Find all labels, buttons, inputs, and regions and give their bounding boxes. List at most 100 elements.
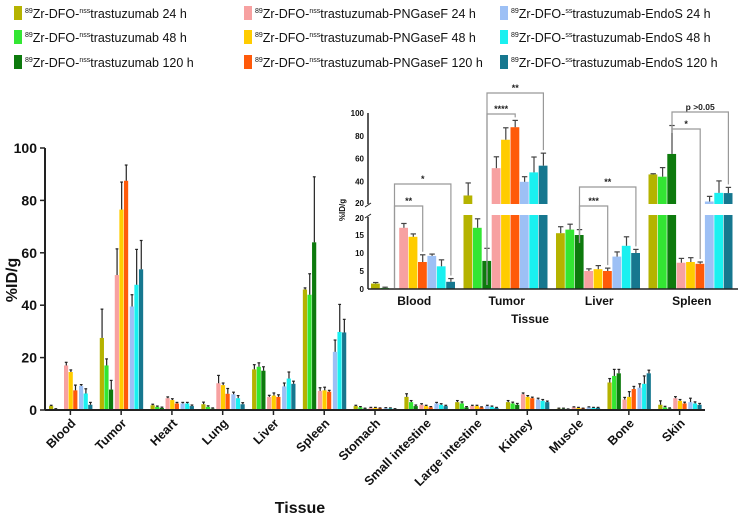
significance-label: ** (405, 196, 413, 206)
bar-upper (538, 165, 548, 204)
x-tick-label: Skin (659, 416, 688, 445)
inset-y-tick-label: 0 (360, 285, 365, 294)
legend-label: 89Zr-DFO-sstrastuzumab-EndoS 120 h (511, 56, 718, 70)
x-tick-label: Lung (199, 416, 230, 447)
bar (434, 403, 439, 410)
legend-superscript: nss (309, 57, 320, 64)
bar (682, 403, 687, 410)
legend-label: 89Zr-DFO-nsstrastuzumab 120 h (25, 56, 194, 70)
bar (201, 404, 206, 410)
y-tick-label: 20 (21, 350, 37, 366)
significance-label: * (684, 119, 688, 129)
bar (622, 399, 627, 410)
inset-y-tick-label: 5 (360, 267, 365, 276)
legend-swatch (14, 6, 22, 20)
y-tick-label: 100 (14, 140, 38, 156)
bar (240, 404, 245, 410)
bar (373, 407, 378, 410)
bar-upper (657, 176, 667, 204)
legend-superscript: ss (565, 32, 573, 39)
bar (474, 406, 479, 410)
legend-label: 89Zr-DFO-nsstrastuzumab 48 h (25, 31, 187, 45)
bar (436, 266, 446, 289)
significance-label: * (421, 174, 425, 184)
y-tick-label: 80 (21, 192, 37, 208)
legend-item: 89Zr-DFO-sstrastuzumab-EndoS 48 h (500, 30, 711, 45)
bar (399, 227, 408, 289)
bar (138, 269, 144, 410)
bar (271, 395, 276, 410)
bar (593, 269, 603, 289)
main-chart: Blood Tumor Heart Lung Liver Spleen StomachSma… (4, 140, 705, 516)
bar (291, 383, 296, 410)
bar-lower (667, 215, 677, 289)
bracket-line (393, 183, 452, 288)
legend-superscript: ss (565, 57, 573, 64)
legend-suffix: trastuzumab-PNGaseF 24 h (320, 7, 476, 21)
bar (459, 403, 464, 410)
bar (418, 262, 427, 289)
bar (205, 406, 211, 410)
x-tick-label: Kidney (496, 416, 535, 455)
bar (574, 235, 584, 289)
bar (119, 209, 124, 410)
bracket-line (671, 128, 701, 259)
bar-lower (519, 215, 529, 289)
bar (150, 405, 155, 410)
axis-break-gap (367, 205, 740, 214)
legend-superscript: ss (565, 8, 573, 15)
bar (174, 403, 179, 410)
legend-suffix: trastuzumab-PNGaseF 48 h (320, 31, 476, 45)
bar (276, 396, 281, 410)
bar (419, 404, 424, 410)
bar (662, 407, 668, 410)
legend: 89Zr-DFO-nsstrastuzumab 24 h89Zr-DFO-nss… (14, 6, 718, 70)
bar (631, 253, 640, 289)
legend-suffix: trastuzumab 48 h (90, 31, 187, 45)
inset-x-tick-label: Tumor (489, 294, 526, 308)
bar (88, 404, 93, 410)
bar (216, 383, 221, 410)
bar (231, 394, 236, 410)
legend-prefix: Zr-DFO- (33, 56, 80, 70)
significance-bracket: ** (486, 83, 545, 285)
bar (408, 236, 418, 289)
bar-lower (648, 215, 658, 289)
bar (79, 385, 84, 410)
legend-superscript: nss (309, 32, 320, 39)
bar (443, 406, 448, 410)
bar (646, 373, 651, 410)
x-tick-label: Tumor (93, 416, 130, 453)
bar (368, 407, 373, 410)
bar (540, 400, 545, 410)
legend-swatch (500, 55, 508, 69)
inset-y-tick-label: 60 (355, 155, 364, 164)
bar (556, 233, 565, 289)
inset-y-tick-label: 15 (355, 231, 364, 240)
inset-x-axis-title: Tissue (511, 312, 549, 326)
bar (616, 373, 621, 410)
bar-upper (714, 192, 724, 204)
bar-lower (529, 215, 539, 289)
legend-swatch (244, 6, 252, 20)
bar-upper (648, 174, 658, 204)
bar (252, 369, 257, 410)
bar-upper (491, 168, 501, 204)
bracket-line (578, 186, 637, 247)
bar (472, 227, 482, 289)
legend-suffix: trastuzumab-EndoS 24 h (572, 7, 710, 21)
bar (337, 331, 342, 410)
bar-lower (491, 215, 501, 289)
bar-lower (723, 215, 733, 289)
bar (595, 407, 601, 410)
bar (129, 306, 134, 410)
legend-item: 89Zr-DFO-nsstrastuzumab-PNGaseF 120 h (244, 55, 483, 70)
bar-upper (519, 181, 529, 204)
bar (525, 396, 530, 410)
bar (83, 393, 88, 410)
significance-bracket: * (671, 119, 701, 259)
significance-label: p >0.05 (686, 102, 715, 112)
legend-superscript: nss (79, 8, 90, 15)
bar (358, 407, 363, 410)
